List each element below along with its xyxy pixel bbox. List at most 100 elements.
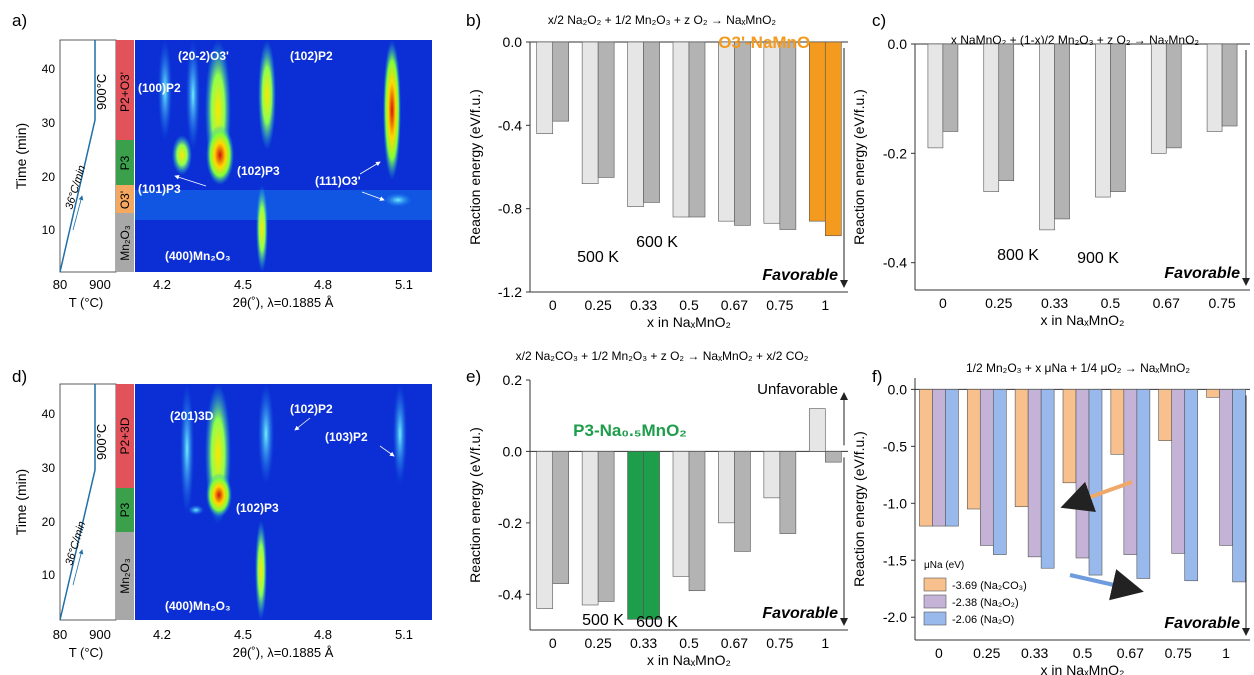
phase-label: P3: [118, 502, 132, 517]
bar: [1110, 389, 1125, 455]
chart-panel-b: 0.0 -0.4 -0.8 -1.2 0 0.25 0.33 0.5 0.67 0.75 1 x in…: [466, 11, 848, 330]
bar: [734, 41, 751, 226]
bar: [597, 451, 615, 602]
bar: [552, 451, 570, 584]
bar: [536, 451, 554, 609]
bar: [643, 41, 660, 203]
ramp-arrow: [72, 549, 84, 586]
panel-a: a) 36°C/min 900°C 10 20 30 40 Time (min)…: [12, 11, 432, 310]
bar: [643, 451, 660, 620]
phase-strip: P2+O3' P3 O3' Mn₂O₃: [116, 40, 134, 272]
t-tick: 80: [53, 627, 67, 642]
peak-stripe: [258, 384, 274, 484]
x-axis-label: x in NaₓMnO₂: [1041, 662, 1125, 675]
t-tick: 900: [89, 277, 111, 292]
peak-stripe: [186, 40, 200, 150]
x-tick-label: 0.75: [1165, 645, 1192, 661]
phase-block: [116, 488, 134, 532]
t-tick: 80: [53, 277, 67, 292]
peak-stripe: [180, 384, 194, 514]
highlight-label: O3'-NaMnO₂: [718, 33, 817, 52]
bar: [983, 43, 1000, 192]
bar-chart-panels: 0.0 -0.4 -0.8 -1.2 0 0.25 0.33 0.5 0.67 0.75 1 x in…: [466, 11, 1250, 675]
y-tick: 30: [42, 461, 56, 475]
series-callout: 600 K: [636, 234, 678, 251]
unfavorable-label: Unfavorable: [757, 381, 838, 398]
x-axis-label: x in NaₓMnO₂: [647, 314, 731, 330]
y-tick-label: -0.2: [883, 145, 907, 161]
y-tick-label: -0.8: [498, 201, 522, 217]
bar: [998, 43, 1015, 181]
bar: [1088, 389, 1103, 576]
xrd-heatmap: (201)3D (102)P2 (103)P2 (102)P3 (400)Mn₂…: [135, 384, 432, 620]
bar: [779, 451, 797, 534]
series-callout: 600 K: [636, 614, 678, 631]
bar: [1150, 43, 1167, 154]
bar: [1027, 389, 1042, 558]
x-tick-label: 0.67: [721, 297, 748, 313]
peak-stripe: [258, 40, 276, 150]
t-tick: 900: [89, 627, 111, 642]
x-tick-label: 0.5: [1101, 295, 1121, 311]
bar: [932, 389, 946, 527]
x-tick-label: 0: [939, 295, 947, 311]
bar: [763, 451, 781, 499]
bar: [672, 41, 690, 218]
bar: [1232, 389, 1246, 583]
bar: [1221, 43, 1238, 127]
peak-label: (400)Mn₂O₃: [165, 249, 231, 263]
chart-panel-c: 0.0 -0.2 -0.4 0 0.25 0.33 0.5 0.67 0.75 x in NaₓM…: [851, 11, 1250, 328]
bar: [581, 41, 599, 184]
peak-spot: [172, 135, 192, 175]
legend-title: μNa (eV): [924, 560, 964, 571]
legend-label: -2.06 (Na₂O): [952, 614, 1014, 626]
y-axis-label: Reaction energy (eV/f.u.): [467, 89, 483, 245]
bar: [1158, 389, 1173, 441]
bar: [966, 389, 981, 510]
bar: [688, 451, 706, 592]
series-callout: 500 K: [577, 249, 619, 266]
theta-axis-label: 2θ(˚), λ=0.1885 Å: [233, 645, 334, 660]
x-tick-label: 0.25: [985, 295, 1012, 311]
y-tick-label: -1.0: [883, 495, 907, 511]
chart-panel-e: 0.2 0.0 -0.2 -0.4 0 0.25 0.33 0.5 0.67 0.75 1 x in …: [466, 349, 848, 668]
x-axis-label: x in NaₓMnO₂: [647, 652, 731, 668]
peak-stripe: [393, 384, 407, 484]
y-axis-label: Reaction energy (eV/f.u.): [851, 89, 867, 245]
peak-label: (103)P2: [325, 430, 368, 444]
hold-label: 900°C: [94, 74, 109, 110]
bar: [1171, 389, 1186, 554]
x-tick-label: 1: [1222, 645, 1230, 661]
x-tick-label: 0.75: [1208, 295, 1235, 311]
y-tick: 10: [42, 223, 56, 237]
phase-label: O3': [118, 191, 132, 209]
t-axis-label: T (°C): [69, 295, 104, 310]
t-axis-label: T (°C): [69, 645, 104, 660]
phase-block: [116, 384, 134, 488]
x-tick-label: 0.25: [585, 635, 612, 651]
bar: [536, 41, 554, 134]
panel-letter: b): [466, 11, 481, 30]
peak-label: (102)P3: [236, 501, 279, 515]
x-tick-label: 0.5: [679, 635, 699, 651]
theta-axis: 4.2 4.5 4.8 5.1 2θ(˚), λ=0.1885 Å: [153, 627, 413, 660]
peak-spot: [188, 505, 204, 515]
pointer-arrow: [294, 417, 311, 431]
panel-letter: d): [12, 367, 27, 386]
bar: [824, 451, 842, 463]
bar: [718, 41, 735, 222]
peak-label: (20-2)O3': [178, 49, 229, 63]
phase-block: [116, 140, 134, 185]
bar: [1040, 389, 1055, 569]
y-tick-label: -0.5: [883, 438, 907, 454]
bar: [1136, 389, 1151, 579]
bar: [581, 451, 599, 606]
x-tick-label: 0.33: [1021, 645, 1048, 661]
legend-swatch: [923, 611, 947, 626]
bar: [945, 389, 959, 527]
x-tick-label: 1: [821, 297, 829, 313]
y-tick-label: -0.4: [498, 117, 522, 133]
chart-panel-f: 0.0 -0.5 -1.0 -1.5 -2.0 0 0.25 0.33 0.5 0.67 0.75 1…: [851, 361, 1250, 675]
peak-spot: [206, 473, 232, 517]
